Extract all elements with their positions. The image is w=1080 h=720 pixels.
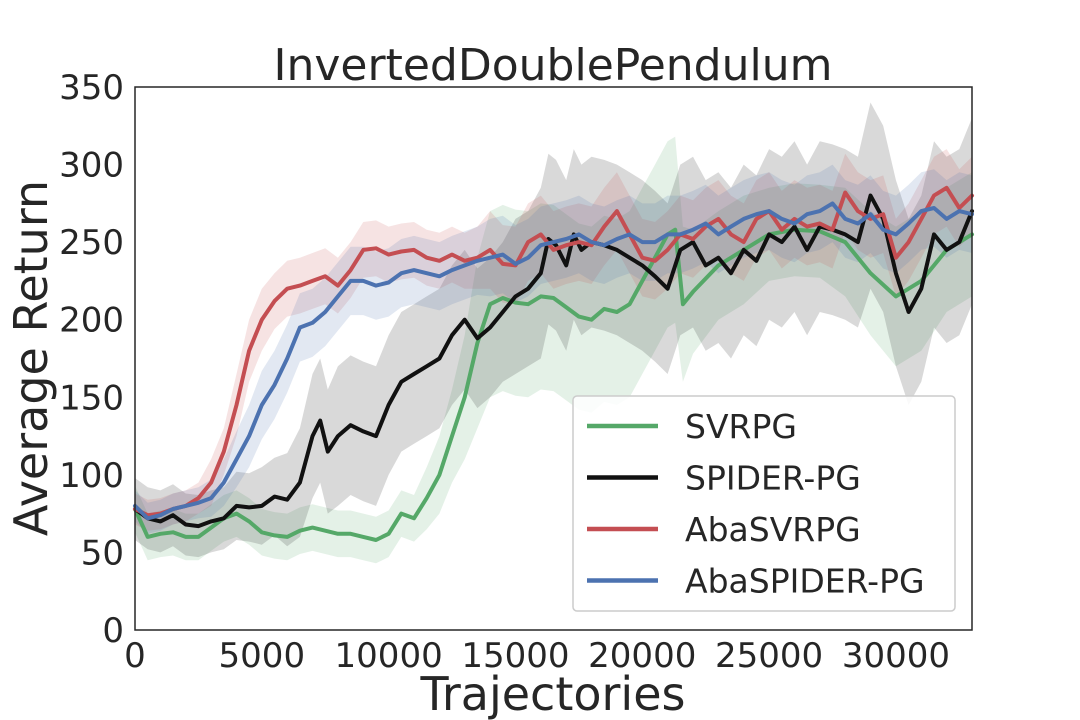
legend-label-abaspider-pg: AbaSPIDER-PG <box>685 562 925 601</box>
x-tick-label: 0 <box>124 636 146 676</box>
y-tick-label: 150 <box>59 378 124 418</box>
chart-title: InvertedDoublePendulum <box>274 40 833 91</box>
line-abaspider-pg <box>133 201 974 521</box>
legend-label-spider-pg: SPIDER-PG <box>685 459 861 498</box>
y-tick-label: 200 <box>59 301 124 341</box>
line-svrpg <box>133 227 974 542</box>
y-tick-label: 350 <box>59 68 124 108</box>
y-tick-label: 50 <box>81 533 124 573</box>
x-tick-labels: 0 5000 10000 15000 20000 25000 30000 <box>124 636 950 676</box>
y-tick-label: 250 <box>59 223 124 263</box>
legend-label-abasvrpg: AbaSVRPG <box>685 510 861 549</box>
x-tick-label: 15000 <box>461 636 569 676</box>
y-tick-labels: 0 50 100 150 200 250 300 350 <box>59 68 124 651</box>
x-tick-label: 30000 <box>842 636 950 676</box>
x-tick-label: 25000 <box>715 636 823 676</box>
y-axis-label: Average Return <box>4 180 58 536</box>
x-tick-label: 10000 <box>335 636 443 676</box>
plot-area-frame <box>134 86 973 631</box>
legend: SVRPG SPIDER-PG AbaSVRPG AbaSPIDER-PG <box>572 395 956 612</box>
y-tick-label: 300 <box>59 146 124 186</box>
legend-box <box>572 395 956 612</box>
x-tick-label: 20000 <box>588 636 696 676</box>
x-axis-label: Trajectories <box>420 667 686 720</box>
y-tick-label: 0 <box>102 611 124 651</box>
series-lines <box>133 185 974 542</box>
line-abasvrpg <box>133 185 974 518</box>
band-abaspider-pg <box>135 164 972 534</box>
y-tick-label: 100 <box>59 456 124 496</box>
legend-label-svrpg: SVRPG <box>685 407 797 446</box>
x-tick-label: 5000 <box>219 636 306 676</box>
